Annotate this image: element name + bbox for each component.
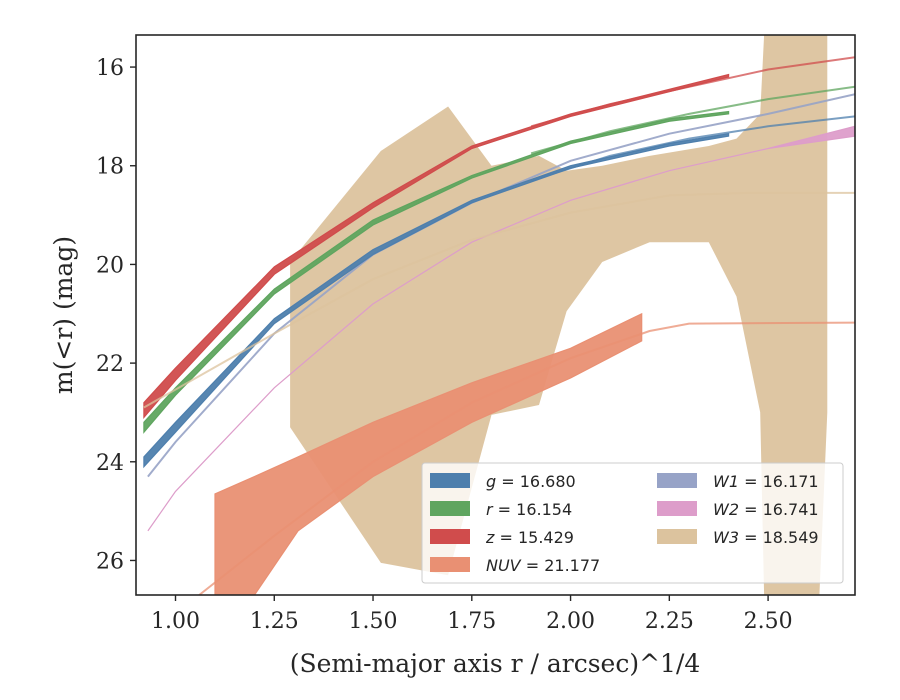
legend-swatch-z <box>430 529 470 544</box>
legend-label-w2: W2 = 16.741 <box>713 500 819 519</box>
y-tick-label: 24 <box>96 451 124 476</box>
bands-layer <box>143 35 855 595</box>
band-w2 <box>147 125 855 532</box>
model-curve-nuv <box>198 321 855 595</box>
legend-label-w3: W3 = 18.549 <box>713 528 819 547</box>
model-curve-r <box>530 85 855 155</box>
y-axis-title: m(<r) (mag) <box>49 236 78 394</box>
legend-label-r: r = 16.154 <box>486 500 572 519</box>
band-r <box>143 110 730 434</box>
y-tick-label: 20 <box>96 253 124 278</box>
legend-swatch-r <box>430 501 470 516</box>
band-nuv <box>214 312 643 595</box>
model-curve-z <box>530 56 855 128</box>
legend-swatch-w1 <box>657 473 697 488</box>
x-tick-label: 1.50 <box>349 609 398 634</box>
x-tick-label: 2.50 <box>744 609 793 634</box>
legend-label-z: z = 15.429 <box>485 528 574 547</box>
legend: g = 16.680 r = 16.154 z = 15.429 NUV = 21.1… <box>421 462 844 584</box>
legend-label-w1: W1 = 16.171 <box>713 472 819 491</box>
y-tick-label: 26 <box>96 549 124 574</box>
lines-layer <box>143 56 855 595</box>
model-curve-g <box>530 115 855 182</box>
y-tick-label: 18 <box>96 155 124 180</box>
band-z <box>143 73 730 420</box>
legend-swatch-g <box>430 473 470 488</box>
x-tick-label: 1.75 <box>447 609 496 634</box>
legend-frame <box>421 462 844 584</box>
x-tick-label: 1.00 <box>151 609 200 634</box>
x-tick-label: 1.25 <box>250 609 299 634</box>
y-axis-ticks: 16 18 20 22 24 26 <box>96 56 136 574</box>
y-tick-label: 16 <box>96 56 124 81</box>
x-tick-label: 2.00 <box>546 609 595 634</box>
x-axis-title: (Semi-major axis r / arcsec)^1/4 <box>290 649 701 678</box>
band-g <box>143 132 730 469</box>
plot-frame <box>135 34 856 596</box>
legend-label-g: g = 16.680 <box>486 472 576 491</box>
x-axis-ticks: 1.00 1.25 1.50 1.75 2.00 2.25 2.50 <box>151 595 793 634</box>
y-tick-label: 22 <box>96 352 124 377</box>
legend-swatch-w3 <box>657 529 697 544</box>
legend-swatch-nuv <box>430 557 470 572</box>
x-tick-label: 2.25 <box>645 609 694 634</box>
legend-label-nuv: NUV = 21.177 <box>486 556 600 575</box>
model-curve-w3 <box>143 191 855 409</box>
legend-swatch-w2 <box>657 501 697 516</box>
